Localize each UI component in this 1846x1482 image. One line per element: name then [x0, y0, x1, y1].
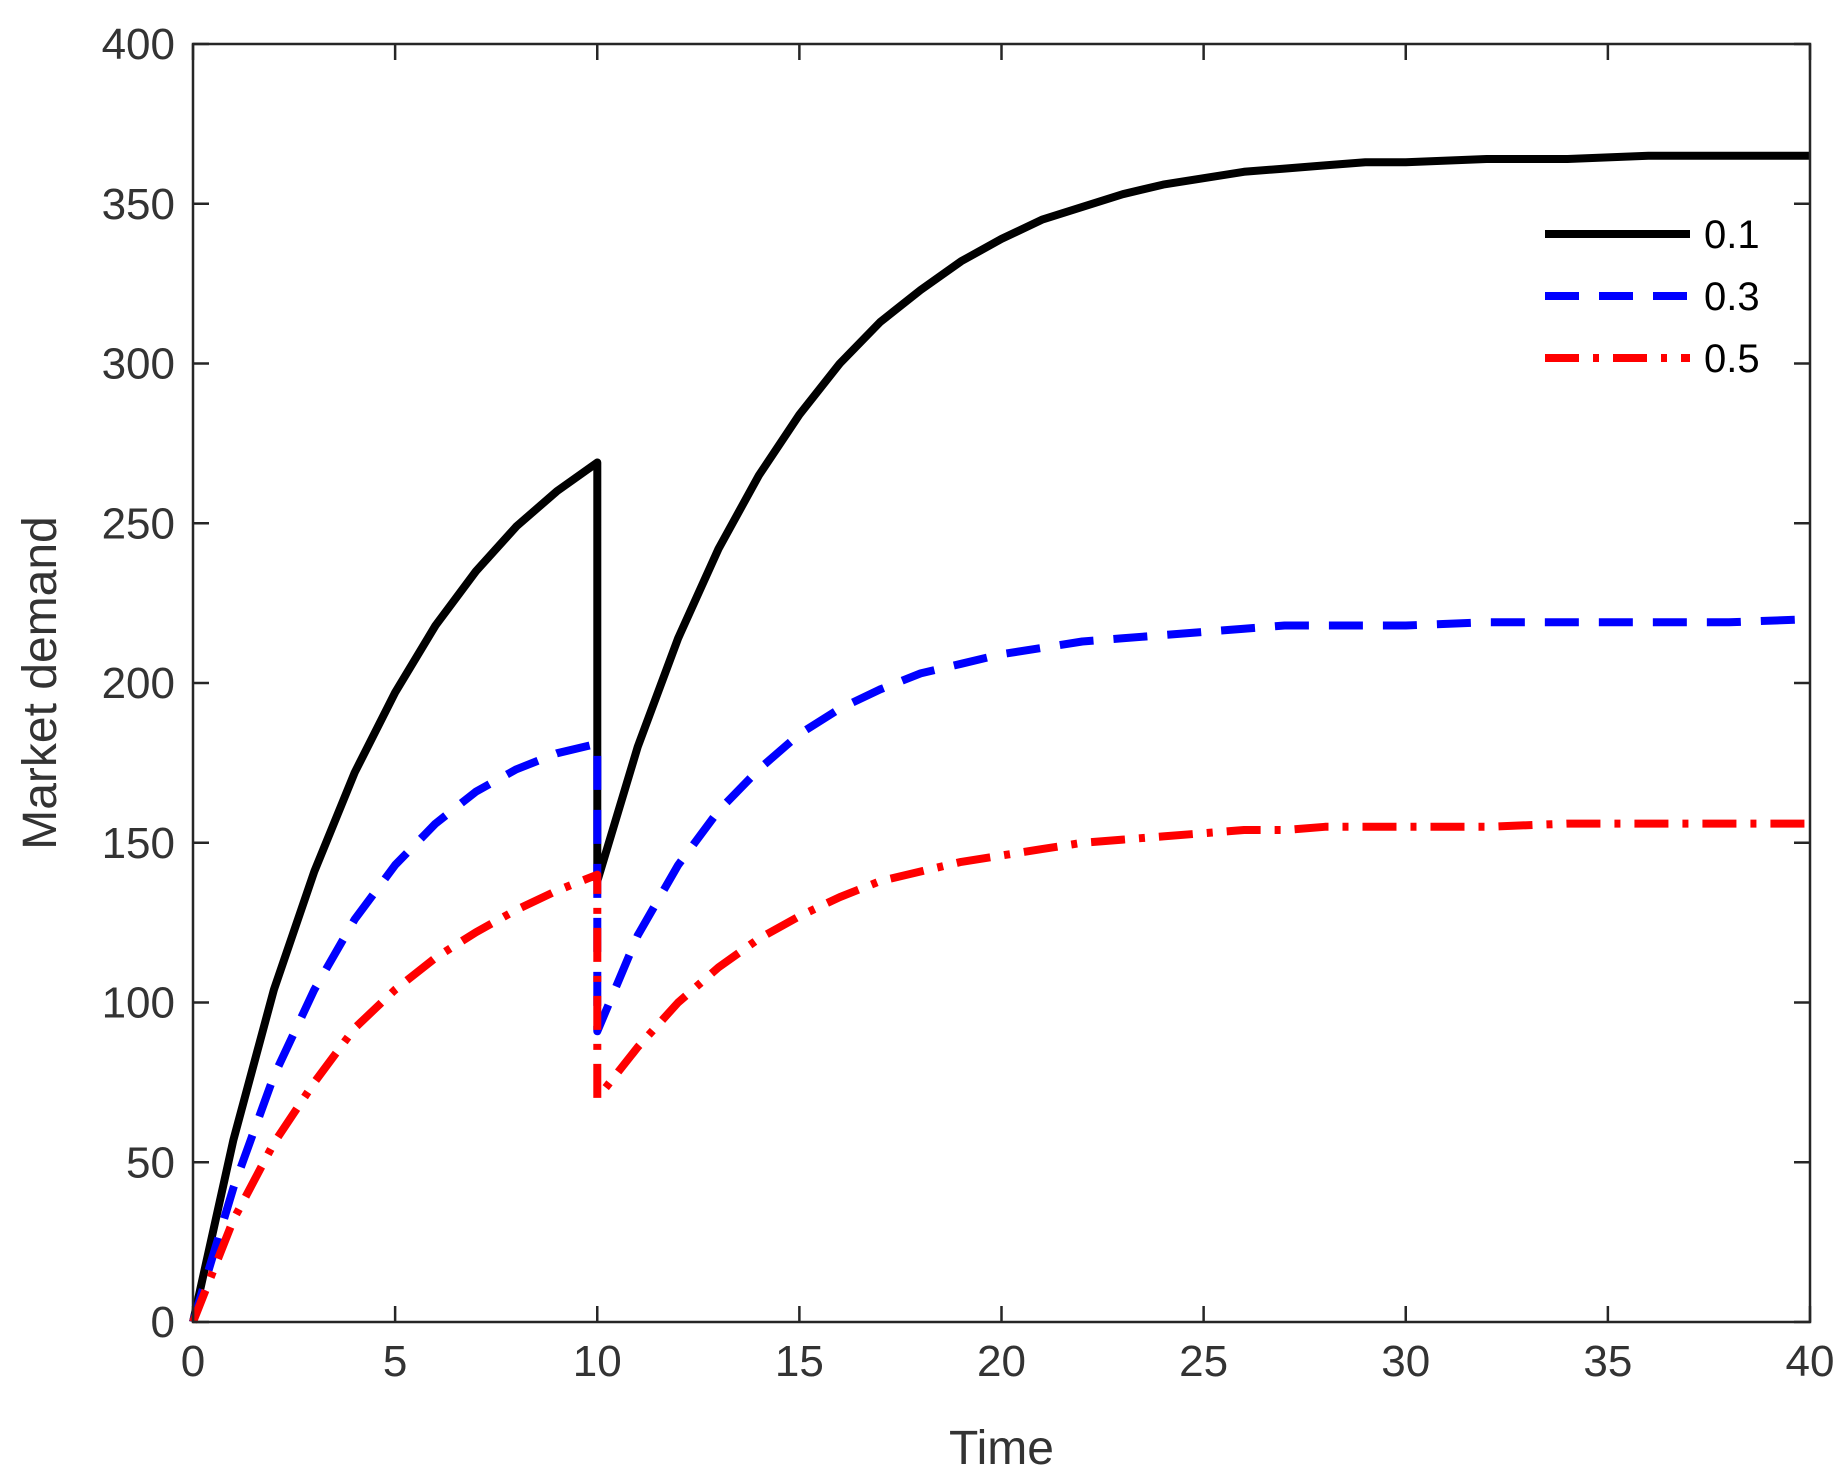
x-tick-label: 35 [1583, 1337, 1632, 1386]
y-tick-label: 350 [102, 180, 175, 229]
x-tick-label: 10 [573, 1337, 622, 1386]
legend: 0.1 0.3 0.5 [1545, 213, 1760, 381]
y-tick-label: 400 [102, 20, 175, 69]
y-tick-label: 0 [151, 1298, 175, 1347]
x-tick-label: 25 [1179, 1337, 1228, 1386]
series-line-0.3 [189, 615, 1811, 1324]
x-axis-title: Time [949, 1422, 1054, 1475]
legend-label: 0.3 [1704, 275, 1760, 319]
y-tick-label: 150 [102, 819, 175, 868]
series-layer [189, 151, 1811, 1324]
y-tick-label: 100 [102, 979, 175, 1028]
series-line-0.1 [189, 151, 1810, 1323]
x-tick-label: 5 [383, 1337, 407, 1386]
y-axis-title: Market demand [14, 516, 67, 850]
legend-label: 0.5 [1704, 337, 1760, 381]
series-line-0.5 [189, 819, 1810, 1324]
x-tick-label: 15 [775, 1337, 824, 1386]
y-tick-label: 300 [102, 340, 175, 389]
legend-label: 0.1 [1704, 213, 1760, 257]
y-tick-label: 250 [102, 499, 175, 548]
x-tick-label: 40 [1786, 1337, 1835, 1386]
y-tick-label: 200 [102, 659, 175, 708]
plot-frame [191, 42, 1812, 1324]
x-tick-label: 0 [181, 1337, 205, 1386]
x-tick-label: 30 [1381, 1337, 1430, 1386]
x-tick-label: 20 [977, 1337, 1026, 1386]
y-tick-label: 50 [126, 1138, 175, 1187]
